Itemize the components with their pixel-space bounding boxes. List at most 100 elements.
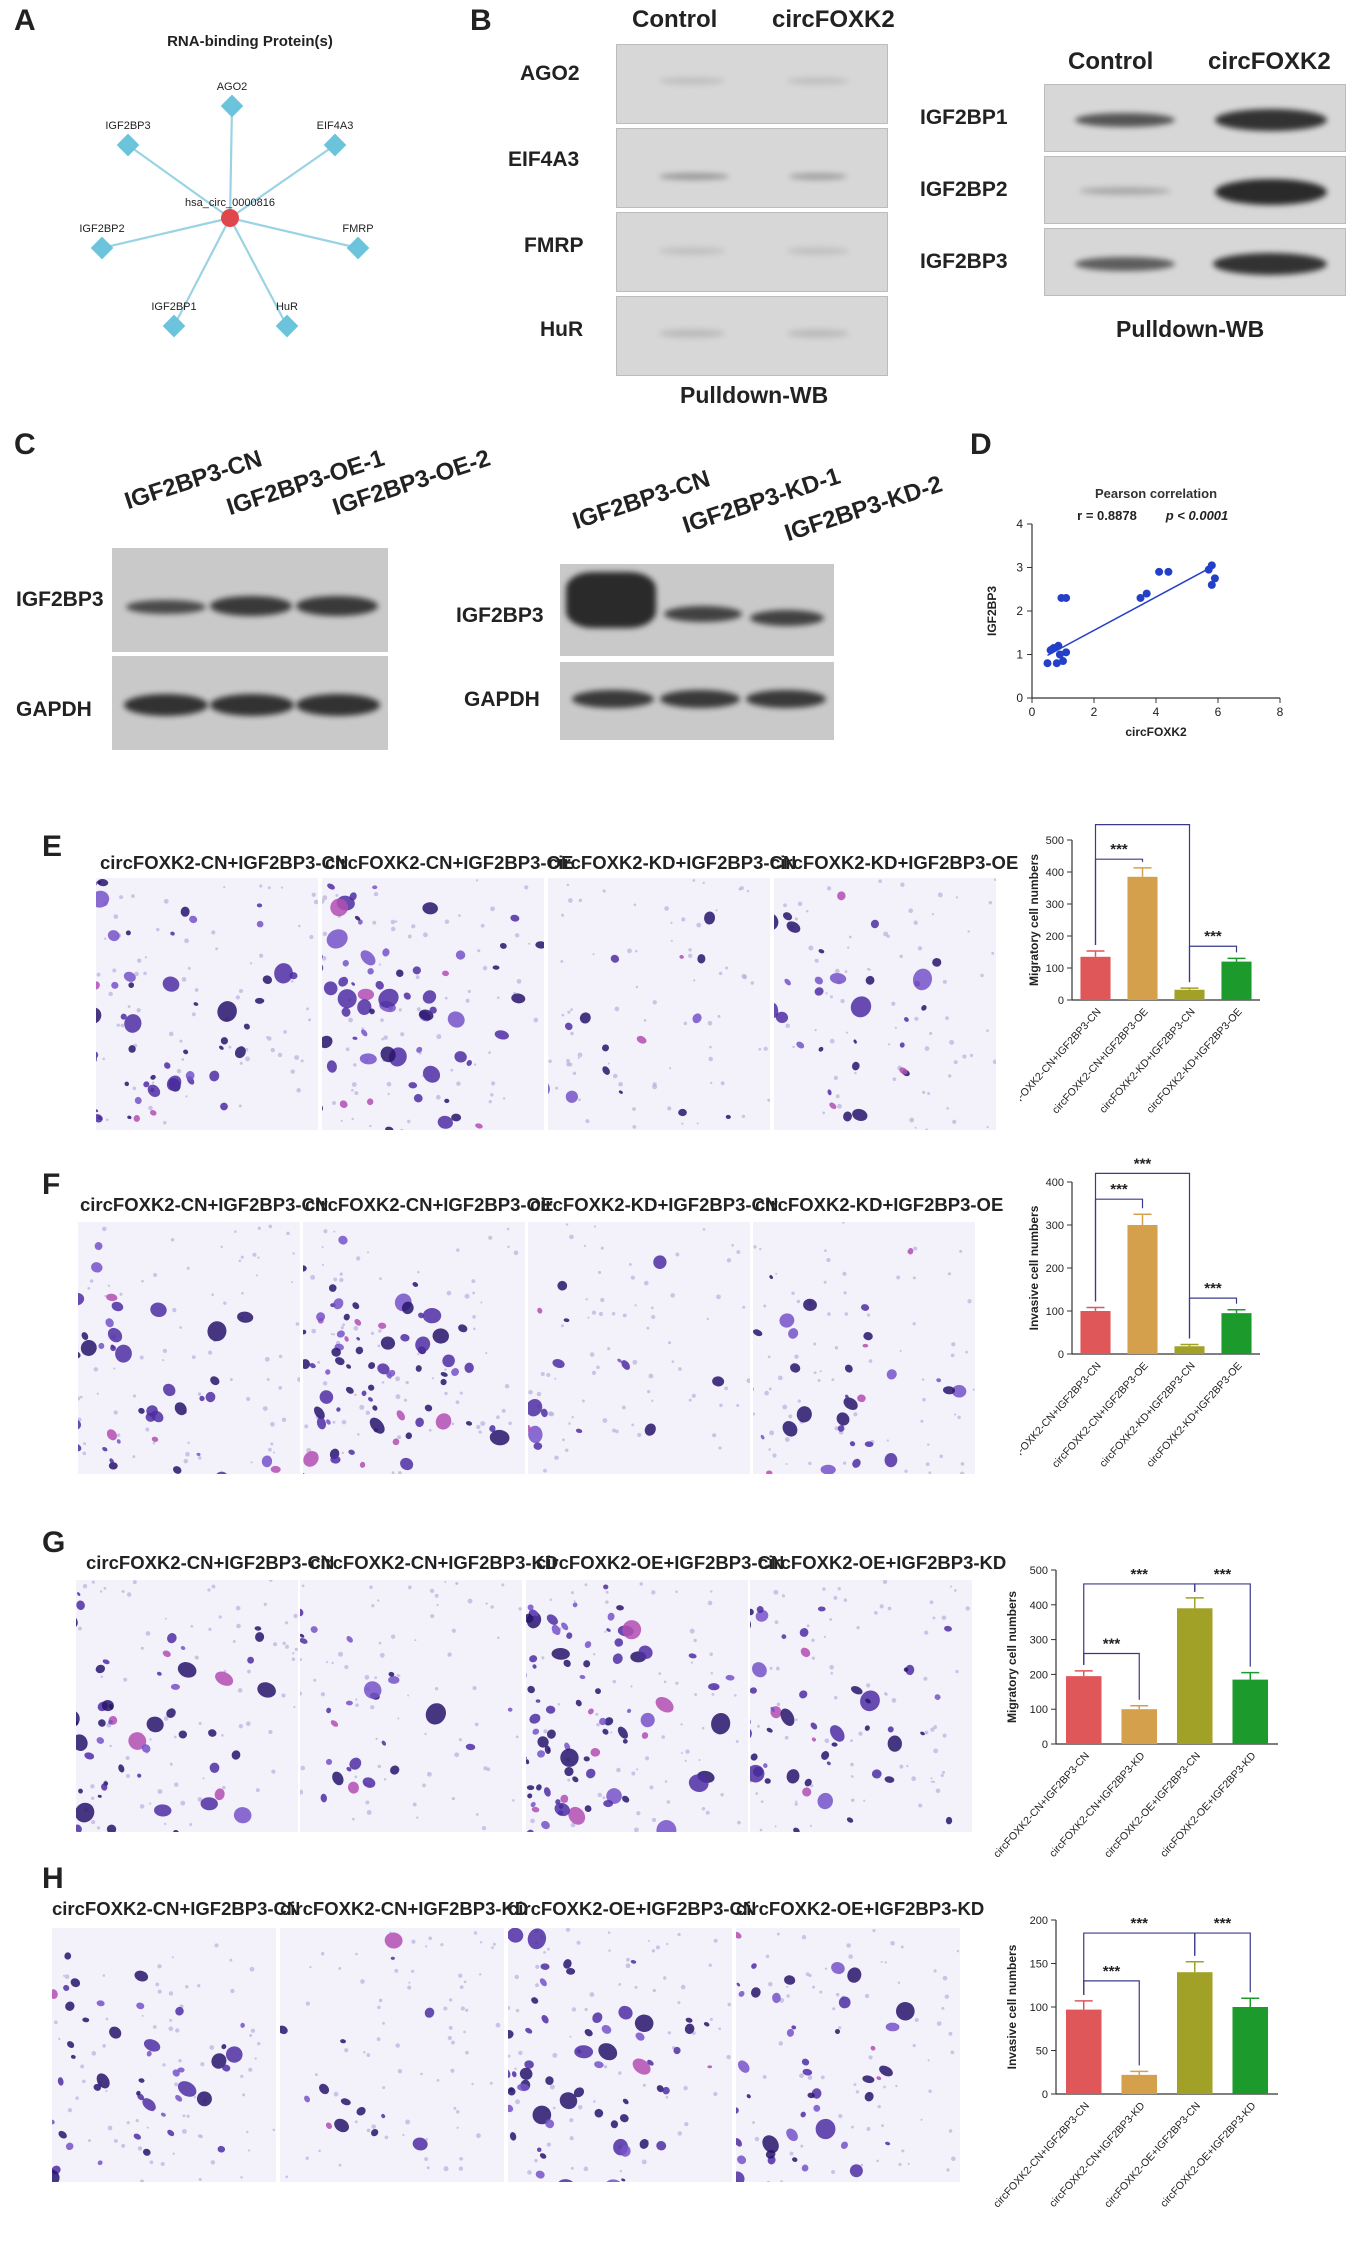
pore <box>567 1778 571 1782</box>
pore <box>896 1275 901 1280</box>
pore <box>416 1007 421 1012</box>
panel-label-a: A <box>14 4 36 37</box>
g-sig-label: *** <box>1214 1566 1232 1583</box>
pore <box>540 1372 545 1377</box>
f-sig-bracket <box>1094 1172 1191 1339</box>
pore <box>475 1813 479 1816</box>
cell <box>138 1407 145 1414</box>
cell <box>560 1794 569 1803</box>
pore <box>102 2044 106 2048</box>
pore <box>768 1387 772 1391</box>
cell <box>899 1042 905 1048</box>
pore <box>371 2124 376 2129</box>
cell <box>384 1932 403 1949</box>
cell <box>123 971 136 982</box>
pore <box>947 1272 952 1276</box>
cell <box>852 1458 861 1468</box>
cell <box>837 891 846 901</box>
pore <box>914 1016 919 1021</box>
cell <box>736 2171 745 2182</box>
pore <box>460 2006 465 2011</box>
pore <box>792 1045 795 1049</box>
g-sig-label: *** <box>1103 1636 1121 1653</box>
b-right-col-control: Control <box>1068 48 1154 75</box>
pore <box>163 1716 169 1721</box>
pore <box>589 1352 595 1357</box>
cell <box>415 1365 422 1372</box>
pore <box>79 1395 83 1399</box>
cell <box>440 1378 447 1386</box>
node-label-igf2bp1: IGF2BP1 <box>151 301 196 313</box>
cell <box>864 1725 870 1731</box>
pore <box>472 1686 477 1691</box>
cell <box>774 1002 779 1018</box>
pore <box>359 1404 365 1410</box>
pore <box>886 1439 890 1442</box>
cell <box>326 1707 332 1714</box>
pore <box>946 2168 950 2172</box>
pore <box>152 1441 156 1445</box>
cell <box>347 1781 359 1794</box>
cell <box>344 1336 349 1342</box>
pore <box>564 1448 569 1452</box>
pore <box>444 1391 448 1396</box>
pore <box>451 1796 455 1801</box>
cell <box>177 2067 185 2073</box>
cell <box>138 2078 145 2083</box>
d-fit-line <box>1047 564 1216 657</box>
cell <box>572 1602 578 1608</box>
pore <box>162 2063 166 2067</box>
cell <box>827 1089 832 1096</box>
cell <box>303 1265 307 1272</box>
pore <box>663 1680 667 1684</box>
d-stat-p: p < 0.0001 <box>1165 508 1229 523</box>
cell <box>133 1115 140 1122</box>
pore <box>390 926 396 932</box>
cell <box>804 1778 812 1787</box>
cell <box>137 2093 145 2101</box>
pore <box>339 1272 343 1276</box>
pore <box>781 1594 786 1598</box>
pore <box>229 1378 233 1381</box>
pore <box>566 1058 570 1063</box>
pore <box>382 2086 386 2090</box>
pore <box>879 1604 884 1609</box>
pore <box>603 2065 608 2069</box>
cell <box>829 972 847 984</box>
pore <box>950 2050 955 2055</box>
cell <box>638 1645 653 1659</box>
cell <box>656 2085 664 2093</box>
pore <box>576 1940 581 1945</box>
cell <box>70 1978 81 1988</box>
pore <box>782 1404 788 1410</box>
e-bar <box>1174 989 1205 1000</box>
pore <box>179 1326 182 1329</box>
cell <box>177 2081 197 2097</box>
pore <box>718 2027 722 2031</box>
pore <box>450 2068 455 2073</box>
cell <box>413 1094 423 1103</box>
pore <box>300 1789 304 1795</box>
pore <box>675 1252 680 1257</box>
pore <box>169 2018 173 2022</box>
pore <box>102 1057 106 1061</box>
pore <box>552 2052 558 2058</box>
d-y-label: IGF2BP3 <box>985 586 999 636</box>
pore <box>443 2166 449 2172</box>
pore <box>91 1580 95 1584</box>
pore <box>443 2006 448 2011</box>
pore <box>842 1461 847 1465</box>
pore <box>286 1231 290 1236</box>
pore <box>515 1735 519 1739</box>
pore <box>453 2106 457 2110</box>
pore <box>294 1647 298 1651</box>
pore <box>141 1279 144 1283</box>
pore <box>675 1590 678 1594</box>
pore <box>514 2067 517 2070</box>
cell <box>590 1748 601 1757</box>
cell <box>884 1776 895 1783</box>
cell <box>610 954 620 963</box>
pore <box>965 1606 970 1611</box>
cell <box>361 1390 367 1397</box>
pore <box>557 1702 561 1706</box>
